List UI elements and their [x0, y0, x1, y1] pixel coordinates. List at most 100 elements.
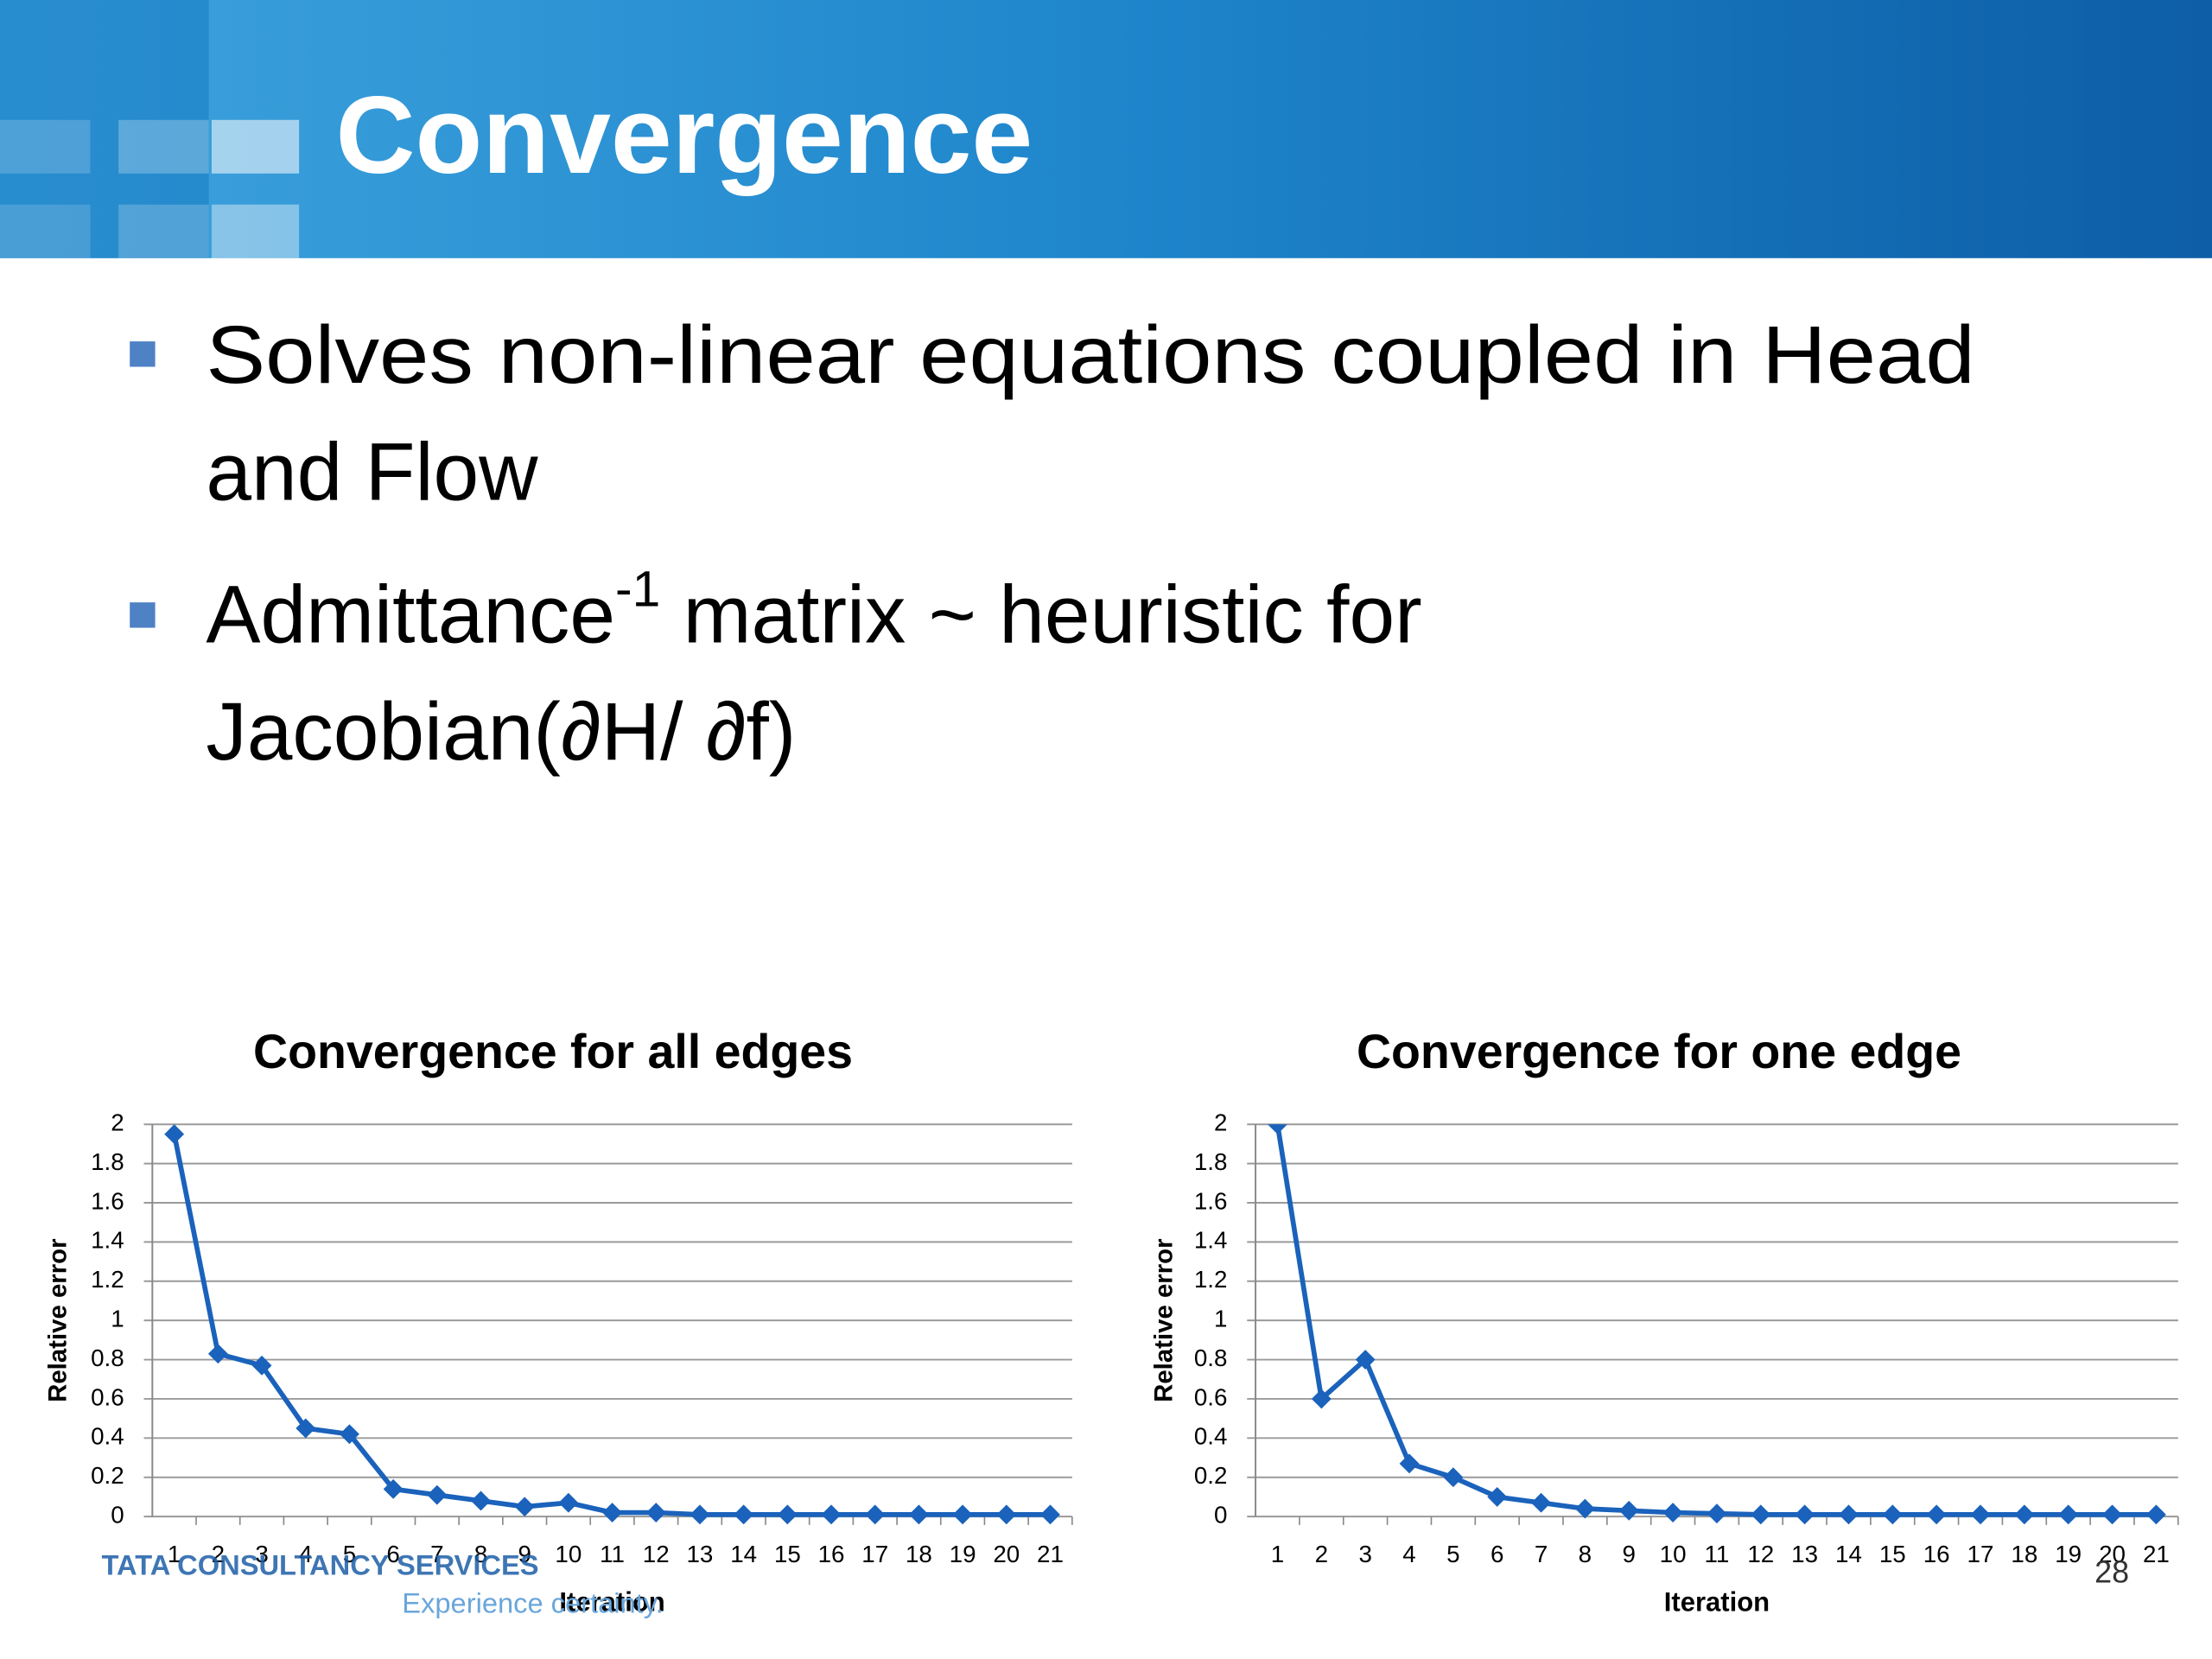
x-tick-label: 18 [2011, 1541, 2037, 1567]
marker [2102, 1504, 2122, 1525]
y-tick-label: 0 [1214, 1501, 1227, 1528]
y-tick-label: 0.2 [1194, 1462, 1228, 1489]
series-line [171, 1134, 1051, 1517]
chart: Convergence for all edges Relative error I… [43, 1025, 1073, 1618]
marker [908, 1504, 929, 1525]
x-tick-label: 9 [1623, 1541, 1636, 1567]
x-tick-label: 17 [861, 1541, 888, 1567]
x-tick-label: 10 [555, 1541, 582, 1567]
x-tick-label: 19 [2055, 1541, 2082, 1567]
chart: Convergence for one edge Relative error It… [1149, 1025, 2179, 1618]
x-tick-label: 2 [1315, 1541, 1328, 1567]
marker [1040, 1504, 1060, 1525]
marker [1268, 1124, 1287, 1135]
y-tick-label: 1.6 [91, 1187, 124, 1214]
x-tick-label: 8 [1579, 1541, 1592, 1567]
marker [1574, 1498, 1595, 1519]
marker [471, 1491, 491, 1511]
marker [1926, 1504, 1947, 1525]
bullet-text: matrix ~ heuristic for [660, 569, 1421, 660]
y-tick-label: 0.4 [91, 1423, 124, 1450]
y-axis-label: Relative error [1149, 1238, 1178, 1402]
x-tick-label: 19 [950, 1541, 976, 1567]
marker [340, 1424, 359, 1445]
x-tick-label: 10 [1660, 1541, 1687, 1567]
marker [1399, 1453, 1420, 1474]
x-tick-label: 18 [906, 1541, 932, 1567]
x-tick-label: 4 [1402, 1541, 1415, 1567]
x-tick-label: 7 [430, 1541, 443, 1567]
y-tick-label: 1.8 [91, 1148, 124, 1175]
marker [777, 1504, 798, 1525]
y-tick-label: 1 [111, 1305, 124, 1332]
bullet-marker [130, 341, 156, 367]
marker [207, 1344, 228, 1364]
x-tick-label: 4 [299, 1541, 312, 1567]
charts: Convergence for all edges Relative error I… [43, 1025, 2179, 1618]
y-tick-label: 0 [111, 1501, 124, 1528]
x-tick-label: 12 [1747, 1541, 1774, 1567]
y-tick-label: 1.2 [91, 1266, 124, 1293]
x-tick-label: 6 [386, 1541, 399, 1567]
marker [427, 1484, 448, 1505]
marker [2014, 1504, 2035, 1525]
marker [690, 1504, 710, 1525]
marker [952, 1504, 973, 1525]
marker [1531, 1492, 1551, 1513]
y-tick-label: 0.4 [1194, 1423, 1228, 1450]
marker [821, 1504, 842, 1525]
x-tick-label: 3 [1358, 1541, 1371, 1567]
footer-tagline: Experience certainty. [402, 1587, 663, 1619]
bullet-text: Jacobian(∂H/ ∂f) [206, 686, 796, 778]
bullet-text: Admittance [206, 569, 615, 660]
x-tick-label: 2 [212, 1541, 225, 1567]
header-band [0, 0, 2212, 258]
bullet-text: Admittance-1 matrix ~ heuristic for [206, 561, 1421, 660]
x-tick-label: 5 [1446, 1541, 1459, 1567]
y-tick-label: 0.6 [91, 1383, 124, 1410]
bullet-marker [130, 602, 156, 628]
header-decoration [0, 0, 300, 258]
marker [1751, 1504, 1771, 1525]
slide-title: Convergence [336, 73, 1033, 196]
marker [645, 1503, 666, 1522]
x-tick-label: 15 [774, 1541, 801, 1567]
marker [514, 1497, 535, 1517]
marker [1618, 1500, 1639, 1521]
marker [1487, 1486, 1508, 1507]
marker [383, 1478, 404, 1499]
marker [602, 1503, 622, 1522]
chart-title: Convergence for one edge [1357, 1025, 1961, 1078]
marker [1662, 1503, 1683, 1522]
marker [1839, 1504, 1859, 1525]
x-tick-label: 12 [643, 1541, 670, 1567]
y-tick-label: 0.2 [91, 1462, 124, 1489]
y-tick-label: 1.4 [91, 1227, 124, 1254]
marker [1970, 1504, 1991, 1525]
x-tick-label: 20 [2099, 1541, 2126, 1567]
y-tick-label: 1 [1214, 1305, 1227, 1332]
marker [1882, 1504, 1903, 1525]
superscript: -1 [615, 561, 660, 617]
marker [996, 1504, 1017, 1525]
marker [2145, 1504, 2166, 1525]
x-tick-label: 15 [1879, 1541, 1906, 1567]
marker [164, 1124, 185, 1144]
x-tick-label: 11 [1705, 1541, 1730, 1567]
bullet-text: Solves non-linear equations coupled in H… [206, 309, 1974, 401]
x-tick-label: 11 [600, 1541, 625, 1567]
marker [558, 1492, 579, 1513]
y-tick-label: 1.6 [1194, 1187, 1228, 1214]
x-axis-label: Iteration [1664, 1587, 1770, 1618]
x-axis-label: Iteration [559, 1587, 664, 1618]
x-tick-label: 5 [343, 1541, 356, 1567]
y-tick-label: 0.6 [1194, 1383, 1228, 1410]
x-tick-label: 3 [255, 1541, 268, 1567]
x-tick-label: 21 [2143, 1541, 2170, 1567]
marker [1355, 1350, 1376, 1370]
footer-company: TATA CONSULTANCY SERVICES [102, 1549, 539, 1581]
bullet-text: and Flow [206, 426, 538, 518]
plot [1268, 1124, 2166, 1525]
